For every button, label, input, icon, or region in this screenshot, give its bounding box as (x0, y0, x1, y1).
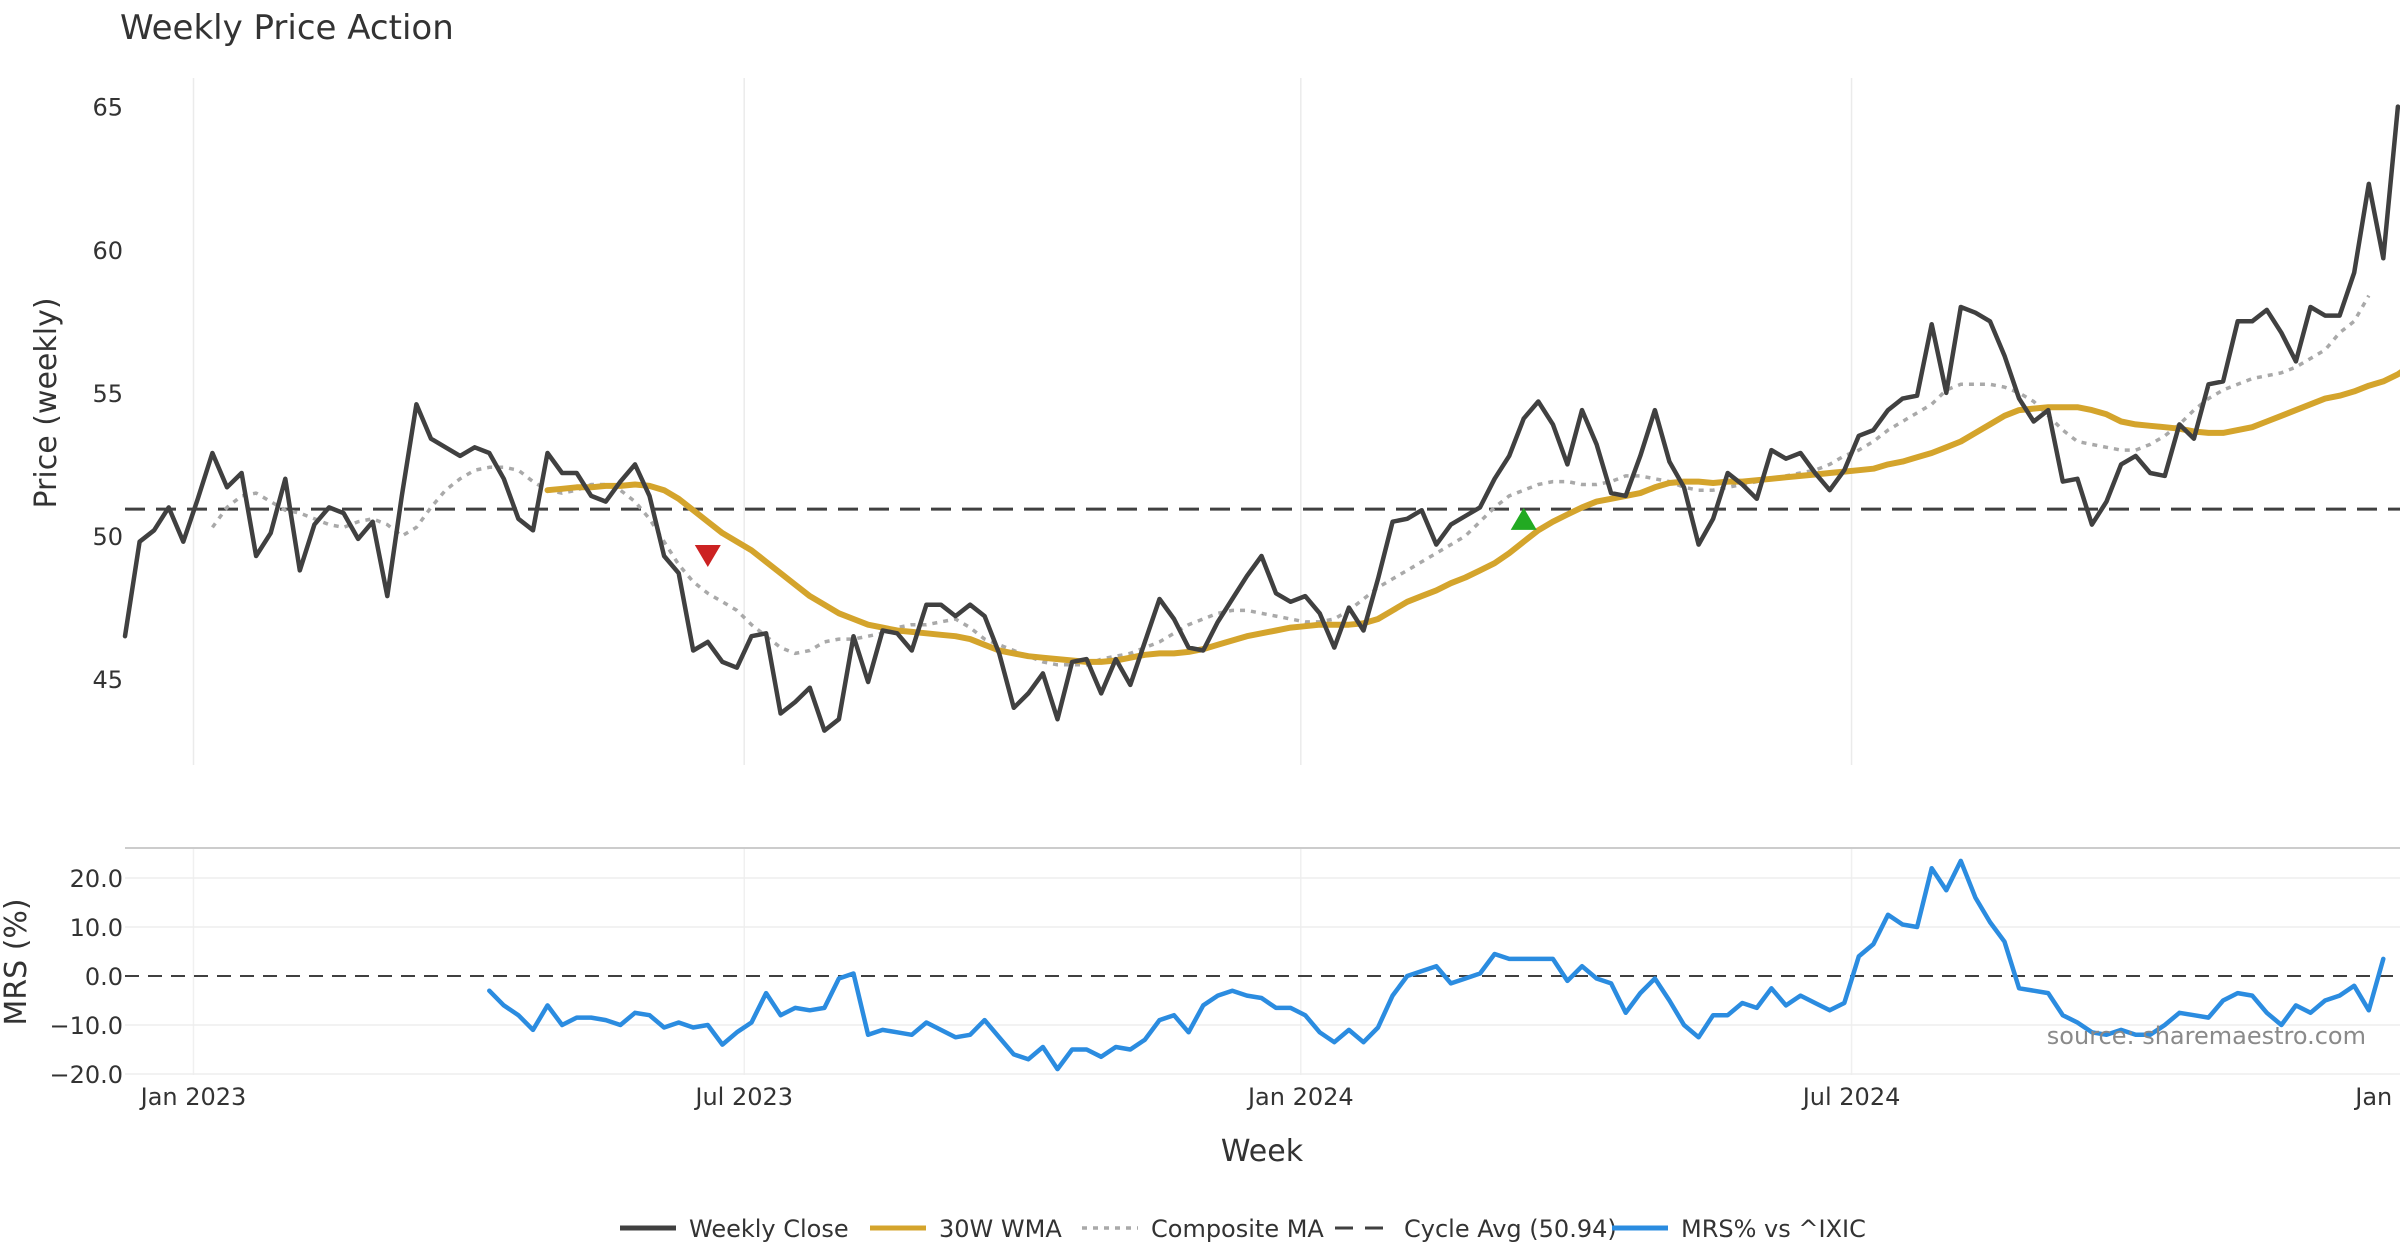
mrs-y-tick-label: −20.0 (49, 1061, 123, 1089)
price-y-axis-label: Price (weekly) (29, 297, 64, 508)
weekly-close-line (122, 104, 2400, 733)
legend-label: Weekly Close (689, 1215, 849, 1243)
x-axis-ticks: Jan 2023 Jul 2023 Jan 2024 Jul 2024 Jan 2025… (139, 1083, 2400, 1111)
wma-30w-line (544, 369, 2400, 665)
price-y-tick-label: 45 (92, 666, 123, 694)
legend-label: MRS% vs ^IXIC (1681, 1215, 1866, 1243)
x-tick-label: Jan 2025 (2353, 1083, 2400, 1111)
mrs-line (487, 858, 2386, 1072)
mrs-y-tick-label: −10.0 (49, 1012, 123, 1040)
x-tick-label: Jul 2024 (1801, 1083, 1901, 1111)
mrs-y-axis-label: MRS (%) (0, 898, 34, 1025)
sell-signal-marker (694, 545, 721, 568)
price-y-tick-label: 50 (92, 523, 123, 551)
mrs-panel: 20.0 10.0 0.0 −10.0 −20.0 (49, 847, 2400, 1089)
mrs-y-tick-label: 20.0 (70, 865, 123, 893)
legend-label: Composite MA (1151, 1215, 1324, 1243)
legend-label: Cycle Avg (50.94) (1404, 1215, 1617, 1243)
x-tick-label: Jan 2023 (139, 1083, 247, 1111)
buy-signal-marker (1510, 507, 1537, 530)
price-y-tick-label: 55 (92, 380, 123, 408)
mrs-y-tick-label: 0.0 (85, 963, 123, 991)
price-y-tick-label: 65 (92, 94, 123, 122)
mrs-y-tick-label: 10.0 (70, 914, 123, 942)
x-axis-label: Week (1221, 1134, 1304, 1169)
chart-title: Weekly Price Action (120, 8, 454, 48)
legend: Weekly Close 30W WMA Composite MA Cycle Avg… (620, 1215, 1866, 1243)
vertical-gridlines (192, 78, 1853, 1075)
price-panel: 45 50 55 60 65 (92, 94, 2400, 733)
x-tick-label: Jul 2023 (693, 1083, 793, 1111)
legend-label: 30W WMA (939, 1215, 1062, 1243)
price-y-tick-label: 60 (92, 237, 123, 265)
source-watermark: source: sharemaestro.com (2047, 1022, 2366, 1050)
composite-ma-line (210, 294, 2371, 667)
x-tick-label: Jan 2024 (1246, 1083, 1354, 1111)
